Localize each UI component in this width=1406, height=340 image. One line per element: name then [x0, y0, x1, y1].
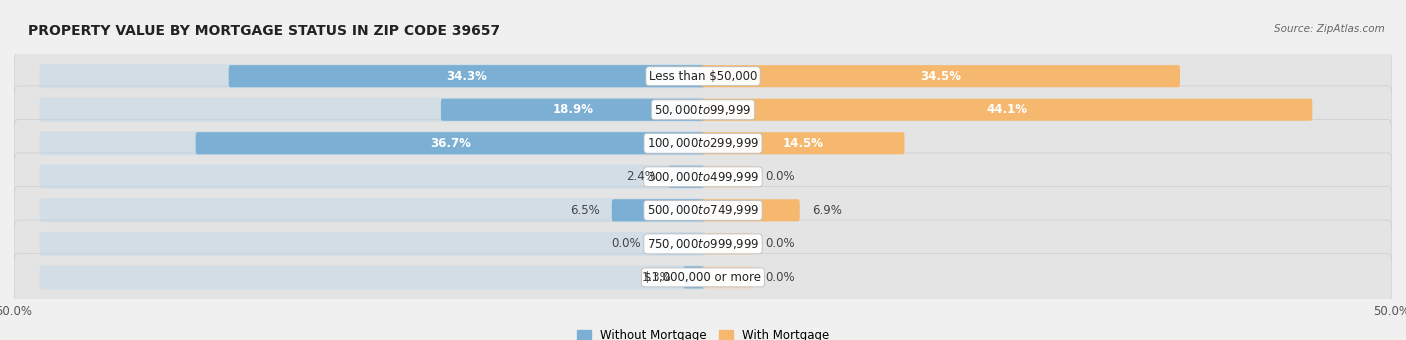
Text: PROPERTY VALUE BY MORTGAGE STATUS IN ZIP CODE 39657: PROPERTY VALUE BY MORTGAGE STATUS IN ZIP…	[28, 24, 501, 38]
Text: 6.9%: 6.9%	[811, 204, 842, 217]
FancyBboxPatch shape	[195, 132, 704, 154]
Text: 34.3%: 34.3%	[446, 70, 486, 83]
Text: 1.3%: 1.3%	[641, 271, 671, 284]
Text: 6.5%: 6.5%	[569, 204, 599, 217]
FancyBboxPatch shape	[441, 99, 704, 121]
Text: 0.0%: 0.0%	[765, 237, 794, 250]
FancyBboxPatch shape	[14, 220, 1392, 268]
Text: 36.7%: 36.7%	[430, 137, 471, 150]
Text: $500,000 to $749,999: $500,000 to $749,999	[647, 203, 759, 217]
Text: 44.1%: 44.1%	[987, 103, 1028, 116]
FancyBboxPatch shape	[702, 199, 800, 221]
Text: $750,000 to $999,999: $750,000 to $999,999	[647, 237, 759, 251]
Text: 18.9%: 18.9%	[553, 103, 593, 116]
FancyBboxPatch shape	[14, 119, 1392, 167]
FancyBboxPatch shape	[702, 65, 1180, 87]
FancyBboxPatch shape	[14, 86, 1392, 134]
FancyBboxPatch shape	[702, 233, 752, 255]
Text: $300,000 to $499,999: $300,000 to $499,999	[647, 170, 759, 184]
FancyBboxPatch shape	[39, 98, 704, 122]
Text: 0.0%: 0.0%	[612, 237, 641, 250]
Text: Less than $50,000: Less than $50,000	[648, 70, 758, 83]
Text: $100,000 to $299,999: $100,000 to $299,999	[647, 136, 759, 150]
Text: $50,000 to $99,999: $50,000 to $99,999	[654, 103, 752, 117]
FancyBboxPatch shape	[654, 233, 704, 255]
FancyBboxPatch shape	[668, 166, 704, 188]
FancyBboxPatch shape	[702, 132, 904, 154]
FancyBboxPatch shape	[702, 99, 1312, 121]
Text: 0.0%: 0.0%	[765, 271, 794, 284]
FancyBboxPatch shape	[14, 254, 1392, 301]
FancyBboxPatch shape	[39, 165, 704, 189]
FancyBboxPatch shape	[39, 265, 704, 289]
FancyBboxPatch shape	[683, 266, 704, 288]
FancyBboxPatch shape	[39, 131, 704, 155]
Legend: Without Mortgage, With Mortgage: Without Mortgage, With Mortgage	[572, 325, 834, 340]
Text: $1,000,000 or more: $1,000,000 or more	[644, 271, 762, 284]
Text: 34.5%: 34.5%	[920, 70, 962, 83]
FancyBboxPatch shape	[14, 187, 1392, 234]
Text: 14.5%: 14.5%	[782, 137, 824, 150]
FancyBboxPatch shape	[14, 153, 1392, 201]
Text: 2.4%: 2.4%	[626, 170, 657, 183]
FancyBboxPatch shape	[39, 232, 704, 256]
FancyBboxPatch shape	[702, 166, 752, 188]
Text: 0.0%: 0.0%	[765, 170, 794, 183]
FancyBboxPatch shape	[229, 65, 704, 87]
FancyBboxPatch shape	[612, 199, 704, 221]
FancyBboxPatch shape	[39, 198, 704, 222]
Text: Source: ZipAtlas.com: Source: ZipAtlas.com	[1274, 24, 1385, 34]
FancyBboxPatch shape	[39, 64, 704, 88]
FancyBboxPatch shape	[702, 266, 752, 288]
FancyBboxPatch shape	[14, 52, 1392, 100]
